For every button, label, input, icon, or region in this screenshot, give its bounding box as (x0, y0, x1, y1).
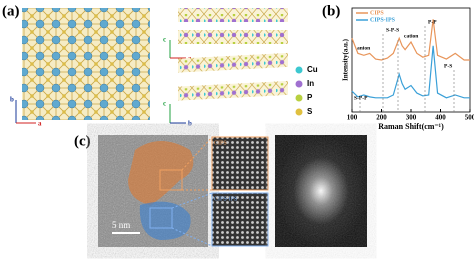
crystal-layer (178, 80, 288, 101)
zoom-line (181, 136, 213, 171)
legend-text: CIPS-IPS (370, 17, 396, 23)
panel-label: (a) (2, 3, 20, 19)
legend-text: P (307, 93, 313, 102)
raman-chart: 100 200 300 400 500 Raman Shift(cm⁻¹) Intensit… (342, 7, 474, 131)
scale-bar-label: 5 nm (112, 220, 130, 230)
x-tick-label: 400 (435, 114, 446, 122)
y-axis-label: Intensity(a.u.) (342, 38, 350, 81)
axis-label: b (10, 96, 14, 104)
zoom-box (149, 207, 173, 229)
legend-text: S (307, 107, 313, 116)
x-tick-label: 300 (406, 114, 417, 122)
series-line (351, 45, 470, 99)
hrtem-inset (211, 192, 269, 247)
axis-label: a (38, 120, 42, 128)
crystal-layer (178, 8, 288, 22)
cips-region (128, 141, 194, 205)
legend-text: In (307, 79, 314, 88)
panel-label: (c) (74, 133, 91, 149)
inset-label: CIPS (214, 140, 227, 146)
crystal-overlay (22, 8, 150, 120)
atom-legend: Cu In P S (295, 65, 318, 116)
x-tick-label: 100 (347, 114, 358, 122)
axis-arrows (15, 40, 186, 124)
crystal-layer (178, 30, 288, 44)
axis-label: b (188, 120, 192, 128)
cips-ips-region (139, 201, 191, 240)
zoom-line (171, 227, 213, 247)
crystal-layer (178, 52, 288, 73)
zoom-line (171, 192, 213, 209)
panel-label: (b) (322, 3, 340, 19)
x-tick-label: 500 (465, 114, 474, 122)
legend-text: CIPS (370, 10, 384, 16)
x-axis-label: Raman Shift(cm⁻¹) (378, 122, 444, 131)
x-tick-label: 200 (376, 114, 387, 122)
legend-text: Cu (307, 65, 318, 74)
peak-annotation: anion (357, 45, 370, 51)
axis-label: c (163, 100, 166, 108)
peak-annotation: P-P (428, 19, 437, 25)
fft-noise (275, 135, 367, 247)
zoom-box (159, 169, 183, 191)
peak-annotation: cation (404, 33, 418, 39)
peak-annotation: S-P-S (386, 27, 399, 33)
axis-label: c (163, 36, 166, 44)
hrtem-inset (211, 136, 269, 191)
peak-annotation: S-P-P (354, 95, 368, 101)
inset-label: CIPS-IPS (214, 196, 237, 202)
peak-annotation: P-S (444, 63, 452, 69)
series-line (351, 19, 470, 61)
